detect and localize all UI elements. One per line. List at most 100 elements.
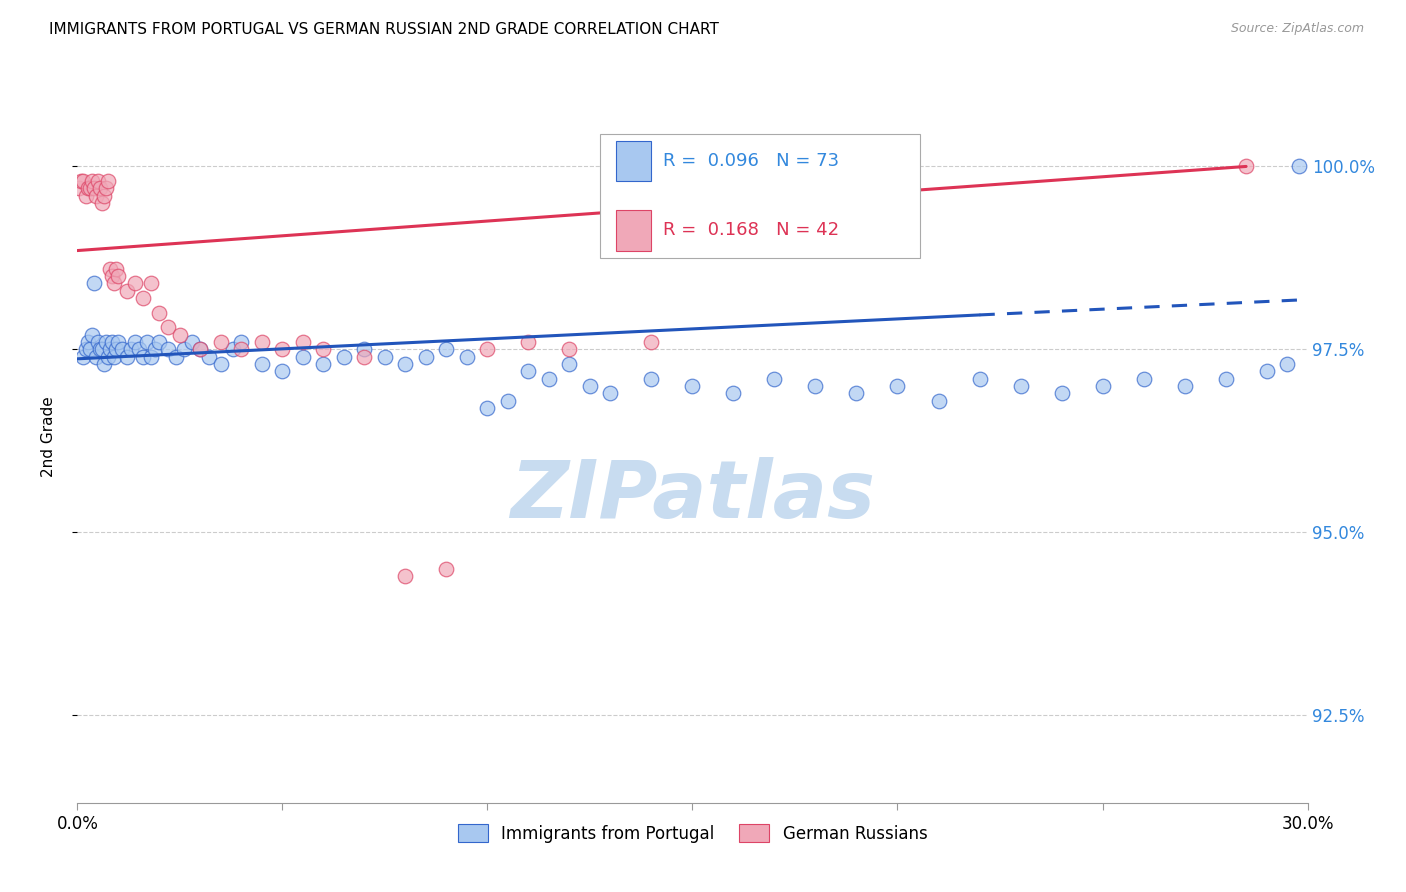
- Point: [165, 350, 187, 364]
- Point: [845, 386, 868, 401]
- Point: [72, 174, 94, 188]
- Point: [1215, 371, 1237, 385]
- Point: [222, 343, 245, 357]
- Point: [79, 181, 101, 195]
- Point: [75, 343, 97, 357]
- Point: [181, 334, 204, 349]
- Point: [97, 174, 120, 188]
- Point: [496, 393, 519, 408]
- Point: [188, 343, 212, 357]
- Point: [436, 343, 458, 357]
- Point: [517, 364, 540, 378]
- Point: [94, 181, 117, 195]
- Point: [1256, 364, 1278, 378]
- Point: [98, 343, 121, 357]
- Point: [136, 334, 159, 349]
- Point: [517, 334, 540, 349]
- Point: [98, 261, 121, 276]
- Point: [103, 350, 125, 364]
- Point: [209, 334, 232, 349]
- Point: [141, 350, 163, 364]
- Point: [804, 379, 827, 393]
- Point: [156, 343, 179, 357]
- Point: [90, 196, 114, 211]
- Point: [1234, 160, 1257, 174]
- Point: [97, 350, 120, 364]
- Point: [456, 350, 478, 364]
- Point: [101, 269, 124, 284]
- Point: [640, 371, 662, 385]
- Point: [197, 350, 219, 364]
- Point: [271, 364, 294, 378]
- Point: [291, 350, 314, 364]
- Point: [250, 357, 273, 371]
- Point: [1091, 379, 1114, 393]
- Point: [67, 181, 90, 195]
- Point: [231, 343, 253, 357]
- Point: [93, 357, 115, 371]
- Point: [169, 327, 191, 342]
- Point: [115, 284, 138, 298]
- Point: [124, 277, 146, 291]
- Text: R =  0.096   N = 73: R = 0.096 N = 73: [664, 152, 839, 170]
- Point: [115, 350, 138, 364]
- Point: [105, 261, 128, 276]
- Point: [70, 174, 93, 188]
- Point: [80, 174, 103, 188]
- Point: [120, 343, 142, 357]
- Point: [1174, 379, 1197, 393]
- Text: Source: ZipAtlas.com: Source: ZipAtlas.com: [1230, 22, 1364, 36]
- Point: [1050, 386, 1073, 401]
- Point: [291, 334, 314, 349]
- Text: ZIPatlas: ZIPatlas: [510, 457, 875, 534]
- Point: [141, 277, 163, 291]
- Point: [148, 334, 170, 349]
- Point: [103, 277, 125, 291]
- Point: [84, 188, 107, 202]
- Point: [90, 343, 114, 357]
- Bar: [616, 211, 651, 251]
- Point: [333, 350, 356, 364]
- Point: [148, 306, 170, 320]
- Point: [89, 181, 111, 195]
- Point: [89, 343, 111, 357]
- Point: [79, 343, 101, 357]
- Point: [599, 386, 621, 401]
- Point: [132, 350, 155, 364]
- Point: [374, 350, 396, 364]
- Point: [271, 343, 294, 357]
- Legend: Immigrants from Portugal, German Russians: Immigrants from Portugal, German Russian…: [451, 817, 934, 849]
- Point: [928, 393, 950, 408]
- Point: [1132, 371, 1154, 385]
- Point: [128, 343, 150, 357]
- Point: [94, 334, 117, 349]
- Point: [436, 562, 458, 576]
- Point: [231, 334, 253, 349]
- Point: [105, 343, 128, 357]
- Point: [132, 291, 155, 305]
- Point: [312, 357, 335, 371]
- Point: [209, 357, 232, 371]
- Point: [143, 343, 166, 357]
- Point: [394, 357, 416, 371]
- Point: [353, 350, 375, 364]
- Point: [75, 188, 97, 202]
- Point: [969, 371, 991, 385]
- Point: [1288, 160, 1310, 174]
- Point: [1275, 357, 1298, 371]
- Point: [84, 350, 107, 364]
- Point: [723, 386, 745, 401]
- Point: [188, 343, 212, 357]
- Point: [76, 181, 98, 195]
- Point: [579, 379, 602, 393]
- Point: [477, 401, 499, 415]
- Y-axis label: 2nd Grade: 2nd Grade: [42, 397, 56, 477]
- Point: [394, 569, 416, 583]
- FancyBboxPatch shape: [600, 134, 920, 258]
- Text: IMMIGRANTS FROM PORTUGAL VS GERMAN RUSSIAN 2ND GRADE CORRELATION CHART: IMMIGRANTS FROM PORTUGAL VS GERMAN RUSSI…: [49, 22, 718, 37]
- Point: [111, 343, 134, 357]
- Point: [107, 269, 129, 284]
- Point: [93, 188, 115, 202]
- Point: [156, 320, 179, 334]
- Point: [640, 334, 662, 349]
